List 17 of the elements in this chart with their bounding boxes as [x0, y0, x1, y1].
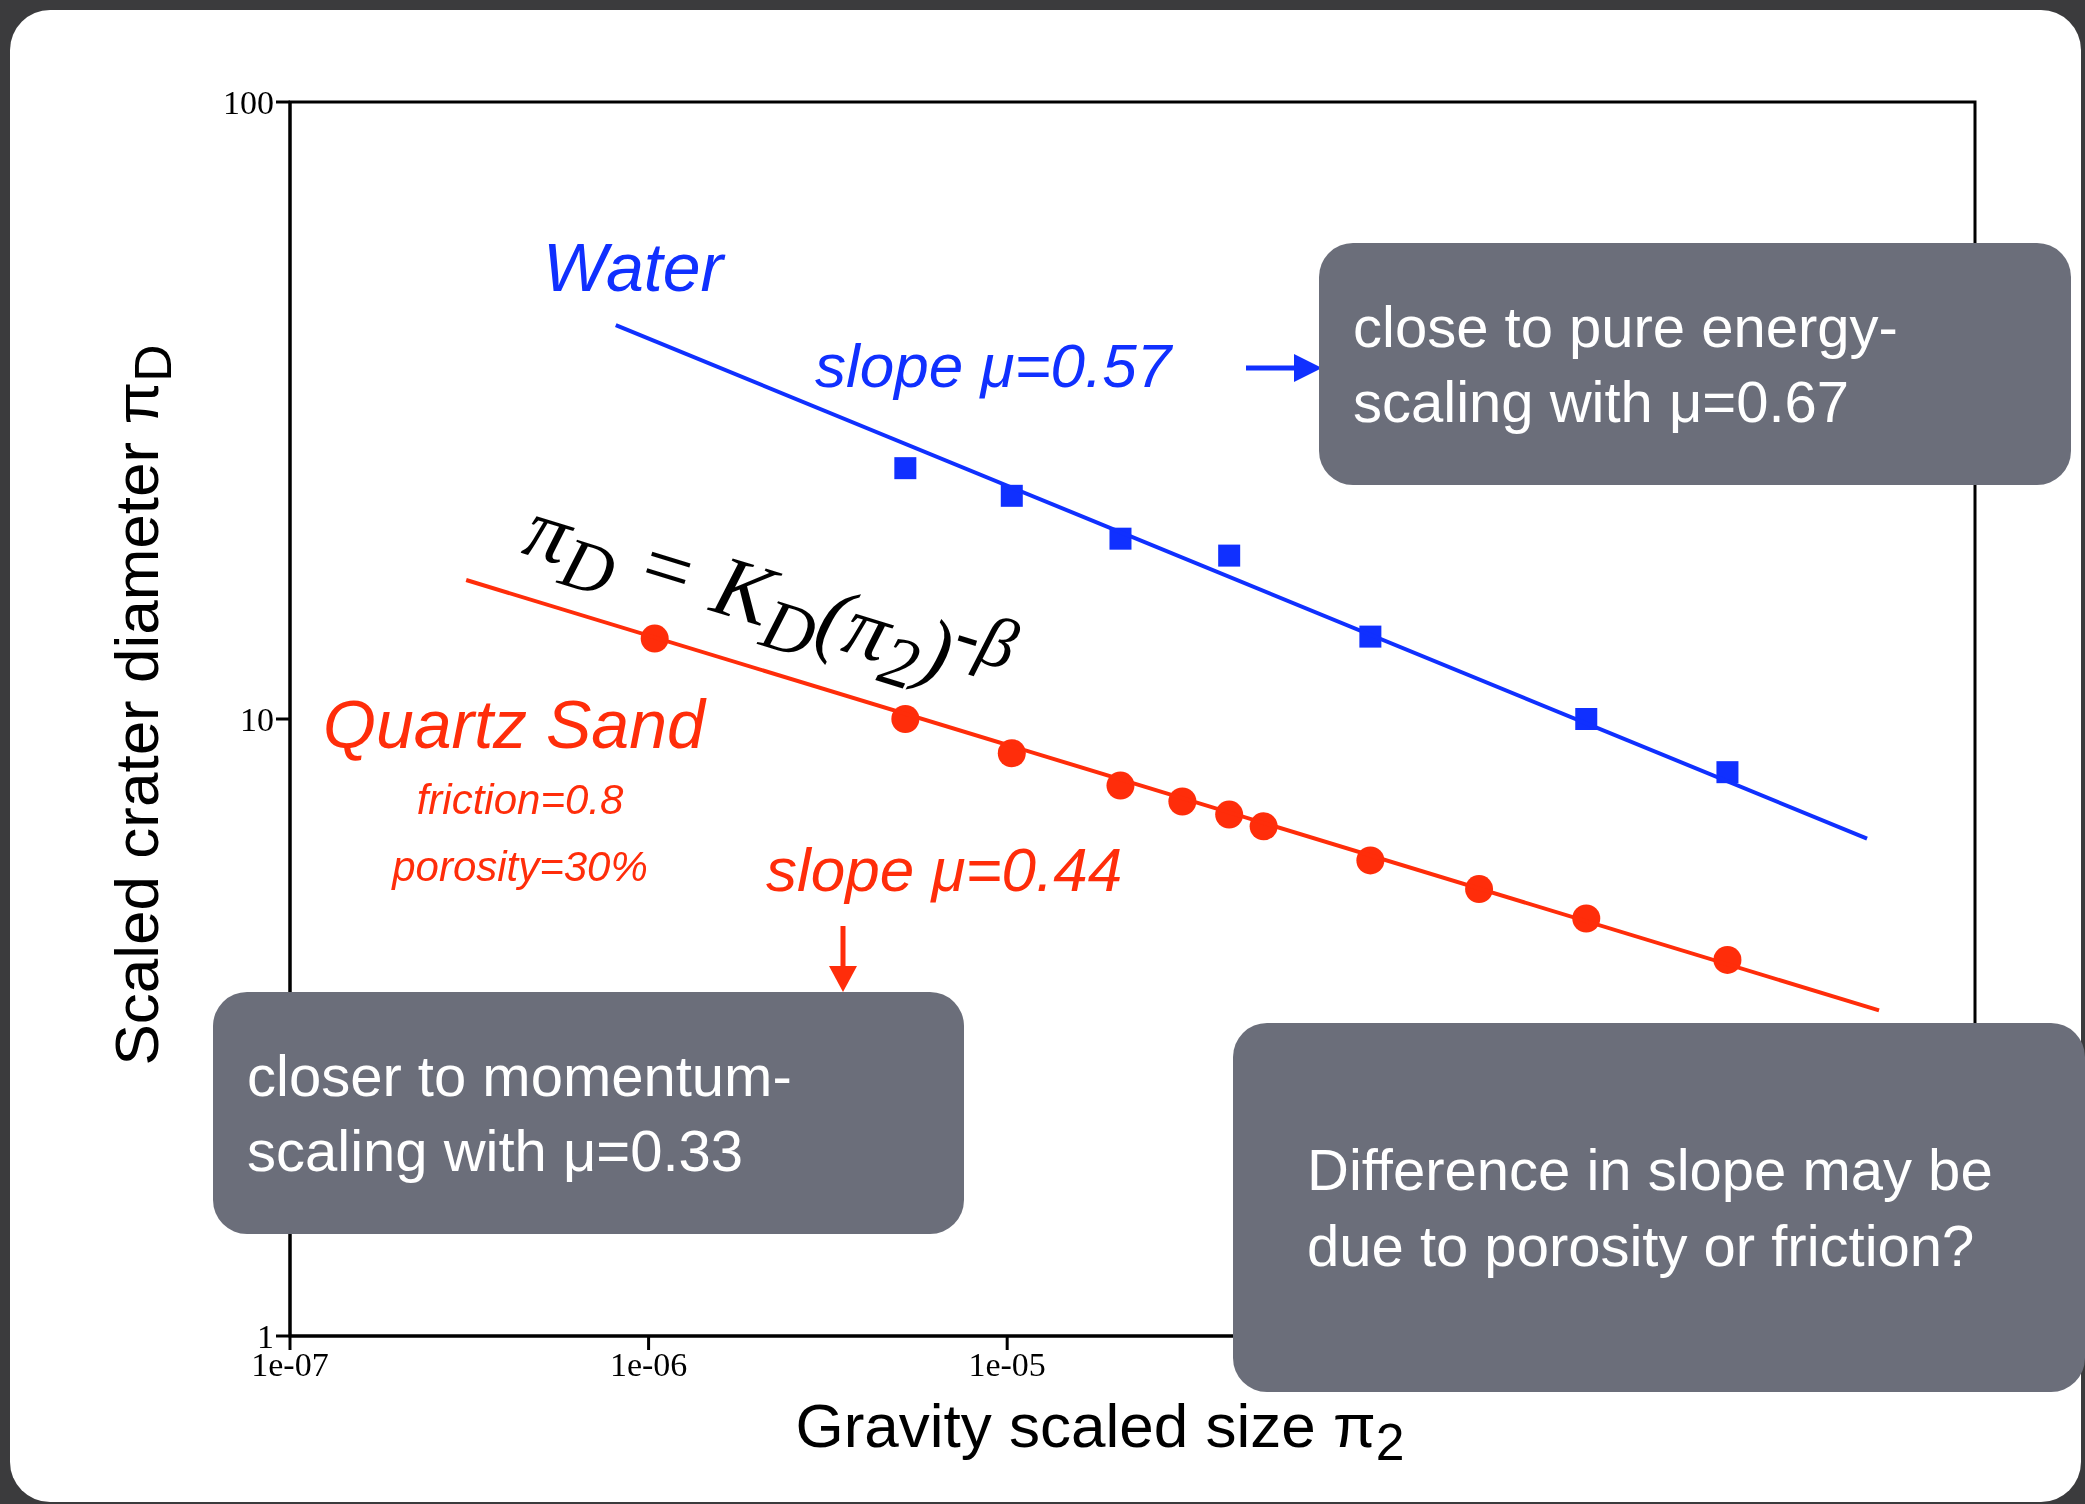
callout-box: Difference in slope may be due to porosity or friction? [1233, 1023, 2085, 1392]
y-tick-label: 10 [240, 701, 274, 739]
y-tick-label: 100 [223, 84, 274, 122]
annotation: slope μ=0.57 [815, 330, 1172, 401]
annotation: close to pure energy-scaling with μ=0.67 [1353, 292, 1899, 436]
x-axis-title: Gravity scaled size π$_{2}$ [794, 1390, 1406, 1473]
annotation: closer to momentum-scaling with μ=0.33 [247, 1041, 793, 1185]
annotation: porosity=30% [390, 843, 649, 891]
callout-box: closer to momentum-scaling with μ=0.33 [213, 992, 964, 1234]
x-tick-label: 1e-06 [609, 1346, 688, 1384]
callout-box: close to pure energy-scaling with μ=0.67 [1319, 243, 2071, 485]
annotation: friction=0.8 [415, 776, 625, 824]
x-tick-label: 1e-05 [968, 1346, 1046, 1384]
annotation: Difference in slope may be due to porosity or friction? [1307, 1136, 1994, 1280]
series-label: Quartz Sand [323, 685, 705, 763]
text: Water [543, 228, 724, 306]
annotation: slope μ=0.44 [766, 834, 1123, 905]
